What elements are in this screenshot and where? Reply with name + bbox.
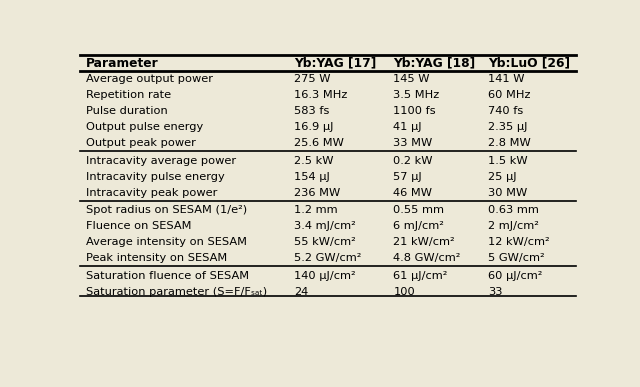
Text: 2.5 kW: 2.5 kW [294,156,334,166]
Text: 141 W: 141 W [488,74,524,84]
Text: 60 MHz: 60 MHz [488,90,530,100]
Text: Intracavity peak power: Intracavity peak power [86,188,218,198]
Text: 1.5 kW: 1.5 kW [488,156,527,166]
Text: Saturation parameter (S=F/Fₛₐₜ): Saturation parameter (S=F/Fₛₐₜ) [86,287,267,297]
Text: 21 kW/cm²: 21 kW/cm² [394,237,455,247]
Text: 140 μJ/cm²: 140 μJ/cm² [294,271,356,281]
Text: 46 MW: 46 MW [394,188,433,198]
Text: 2.35 μJ: 2.35 μJ [488,122,527,132]
Text: 1100 fs: 1100 fs [394,106,436,116]
Text: 3.5 MHz: 3.5 MHz [394,90,440,100]
Text: Repetition rate: Repetition rate [86,90,171,100]
Text: Spot radius on SESAM (1/e²): Spot radius on SESAM (1/e²) [86,205,247,215]
Text: 55 kW/cm²: 55 kW/cm² [294,237,356,247]
Text: Intracavity average power: Intracavity average power [86,156,236,166]
Text: Saturation fluence of SESAM: Saturation fluence of SESAM [86,271,249,281]
Text: Output peak power: Output peak power [86,138,196,148]
Text: 6 mJ/cm²: 6 mJ/cm² [394,221,444,231]
Text: 16.3 MHz: 16.3 MHz [294,90,348,100]
Text: Intracavity pulse energy: Intracavity pulse energy [86,172,225,182]
Text: Parameter: Parameter [86,57,159,70]
Text: Average output power: Average output power [86,74,213,84]
Text: 25 μJ: 25 μJ [488,172,516,182]
Text: Yb:YAG [17]: Yb:YAG [17] [294,57,376,70]
Text: 61 μJ/cm²: 61 μJ/cm² [394,271,448,281]
Text: 24: 24 [294,287,308,297]
Text: Average intensity on SESAM: Average intensity on SESAM [86,237,247,247]
Text: 583 fs: 583 fs [294,106,330,116]
Text: 57 μJ: 57 μJ [394,172,422,182]
Text: 145 W: 145 W [394,74,430,84]
Text: 1.2 mm: 1.2 mm [294,205,338,215]
Text: Pulse duration: Pulse duration [86,106,168,116]
Text: Fluence on SESAM: Fluence on SESAM [86,221,191,231]
Text: 25.6 MW: 25.6 MW [294,138,344,148]
Text: 2.8 MW: 2.8 MW [488,138,531,148]
Text: 30 MW: 30 MW [488,188,527,198]
Text: Peak intensity on SESAM: Peak intensity on SESAM [86,253,227,263]
Text: 0.55 mm: 0.55 mm [394,205,444,215]
Text: 100: 100 [394,287,415,297]
Text: 236 MW: 236 MW [294,188,340,198]
Text: 60 μJ/cm²: 60 μJ/cm² [488,271,542,281]
Text: 2 mJ/cm²: 2 mJ/cm² [488,221,539,231]
Text: 5 GW/cm²: 5 GW/cm² [488,253,545,263]
Text: 12 kW/cm²: 12 kW/cm² [488,237,549,247]
Text: 0.63 mm: 0.63 mm [488,205,539,215]
Text: 33 MW: 33 MW [394,138,433,148]
Text: 16.9 μJ: 16.9 μJ [294,122,334,132]
Text: 41 μJ: 41 μJ [394,122,422,132]
Text: 5.2 GW/cm²: 5.2 GW/cm² [294,253,362,263]
Text: 33: 33 [488,287,502,297]
Text: Yb:LuO [26]: Yb:LuO [26] [488,57,570,70]
Text: 4.8 GW/cm²: 4.8 GW/cm² [394,253,461,263]
Text: 3.4 mJ/cm²: 3.4 mJ/cm² [294,221,356,231]
Text: 275 W: 275 W [294,74,331,84]
Text: 740 fs: 740 fs [488,106,523,116]
Text: 154 μJ: 154 μJ [294,172,330,182]
Text: Yb:YAG [18]: Yb:YAG [18] [394,57,476,70]
Text: Output pulse energy: Output pulse energy [86,122,204,132]
Text: 0.2 kW: 0.2 kW [394,156,433,166]
